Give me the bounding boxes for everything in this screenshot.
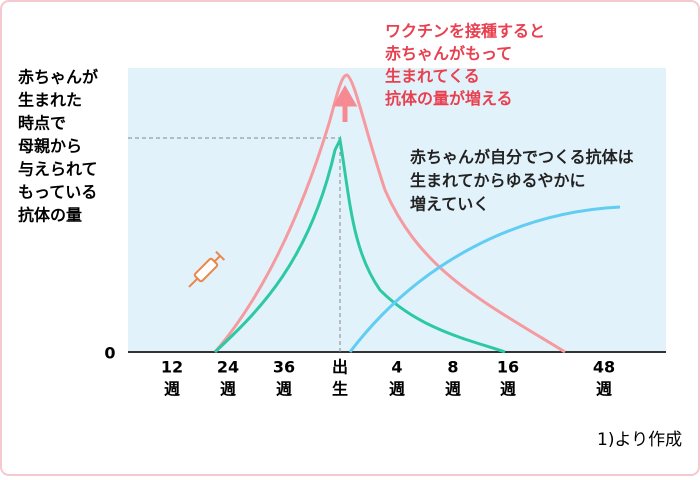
x-label: 週 <box>220 380 236 399</box>
vaccine-note: 抗体の量が増える <box>385 89 513 108</box>
y-axis-label: 母親から <box>18 137 82 156</box>
vaccine-note: 生まれてくる <box>385 67 480 86</box>
y-axis-label: 時点で <box>18 114 66 133</box>
x-label: 週 <box>389 380 405 399</box>
x-label: 週 <box>500 380 516 399</box>
vaccinated-curve <box>213 73 566 354</box>
x-label: 4 <box>391 358 402 377</box>
increase-arrow <box>332 84 358 122</box>
infant-note: 生まれてからゆるやかに <box>410 171 586 190</box>
y-axis-label: 赤ちゃんが <box>18 68 98 87</box>
vaccine-note: 赤ちゃんがもって <box>385 44 512 63</box>
y-axis-label: もっている <box>18 183 97 202</box>
x-label: 週 <box>445 380 461 399</box>
maternal-curve <box>213 135 506 354</box>
vaccine-note: ワクチンを接種すると <box>385 22 545 41</box>
syringe-icon <box>188 250 226 288</box>
source-note: 1)より作成 <box>597 430 682 450</box>
infant-note: 赤ちゃんが自分でつくる抗体は <box>410 148 634 167</box>
x-label: 週 <box>596 380 612 399</box>
x-label: 12 <box>161 358 183 377</box>
x-label: 週 <box>164 380 180 399</box>
x-label: 8 <box>447 358 458 377</box>
x-label: 生 <box>332 380 348 399</box>
x-label: 16 <box>497 358 519 377</box>
y-axis-label: 抗体の量 <box>18 206 82 225</box>
x-label: 24 <box>217 358 239 377</box>
x-label: 48 <box>593 358 615 377</box>
infant-curve <box>348 205 621 353</box>
zero-label: 0 <box>104 344 115 363</box>
x-label: 出 <box>332 358 348 377</box>
y-axis-label: 与えられて <box>18 160 98 179</box>
y-axis-label: 生まれた <box>18 91 82 110</box>
x-label: 週 <box>276 380 292 399</box>
x-label: 36 <box>273 358 295 377</box>
infant-note: 増えていく <box>410 195 489 214</box>
